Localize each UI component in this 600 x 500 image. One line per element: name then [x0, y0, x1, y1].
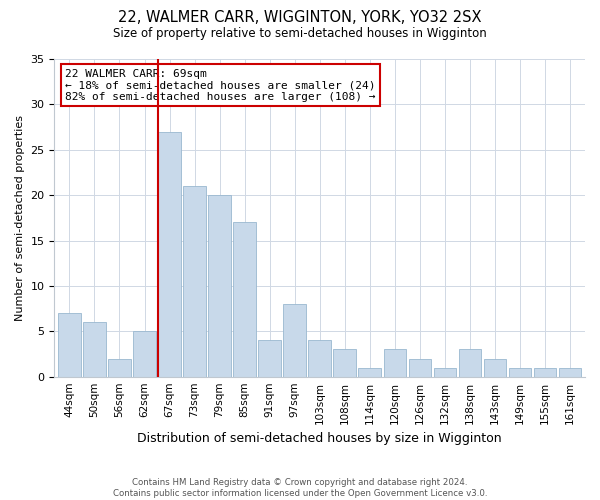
Bar: [233, 222, 256, 376]
Bar: [484, 358, 506, 376]
Bar: [259, 340, 281, 376]
Bar: [358, 368, 381, 376]
Bar: [283, 304, 306, 376]
X-axis label: Distribution of semi-detached houses by size in Wigginton: Distribution of semi-detached houses by …: [137, 432, 502, 445]
Text: Contains HM Land Registry data © Crown copyright and database right 2024.
Contai: Contains HM Land Registry data © Crown c…: [113, 478, 487, 498]
Bar: [308, 340, 331, 376]
Text: Size of property relative to semi-detached houses in Wigginton: Size of property relative to semi-detach…: [113, 28, 487, 40]
Bar: [108, 358, 131, 376]
Bar: [158, 132, 181, 376]
Bar: [559, 368, 581, 376]
Bar: [334, 350, 356, 376]
Bar: [58, 313, 80, 376]
Bar: [83, 322, 106, 376]
Bar: [383, 350, 406, 376]
Bar: [434, 368, 456, 376]
Text: 22, WALMER CARR, WIGGINTON, YORK, YO32 2SX: 22, WALMER CARR, WIGGINTON, YORK, YO32 2…: [118, 10, 482, 25]
Bar: [208, 195, 231, 376]
Bar: [133, 332, 156, 376]
Y-axis label: Number of semi-detached properties: Number of semi-detached properties: [15, 115, 25, 321]
Bar: [509, 368, 531, 376]
Bar: [533, 368, 556, 376]
Bar: [409, 358, 431, 376]
Bar: [458, 350, 481, 376]
Bar: [183, 186, 206, 376]
Text: 22 WALMER CARR: 69sqm
← 18% of semi-detached houses are smaller (24)
82% of semi: 22 WALMER CARR: 69sqm ← 18% of semi-deta…: [65, 68, 376, 102]
